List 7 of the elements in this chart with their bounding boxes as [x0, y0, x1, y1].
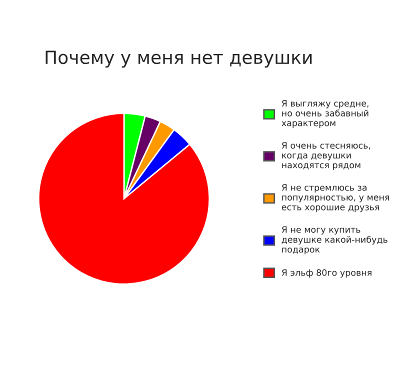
legend-label: Я выгляжу средне, но очень забавный характером	[282, 100, 368, 128]
legend-label: Я не могу купить девушке какой-нибудь подарок	[282, 226, 388, 254]
pie-slice	[38, 112, 210, 285]
chart-title: Почему у меня нет девушки	[46, 50, 312, 68]
legend-label: Я эльф 80го уровня	[282, 269, 372, 278]
legend-label: Я очень стесняюсь, когда девушки находятся рядом	[282, 142, 370, 170]
legend-label: Я не стремлюсь за популярностью, у меня есть хорошие друзья	[282, 184, 390, 212]
